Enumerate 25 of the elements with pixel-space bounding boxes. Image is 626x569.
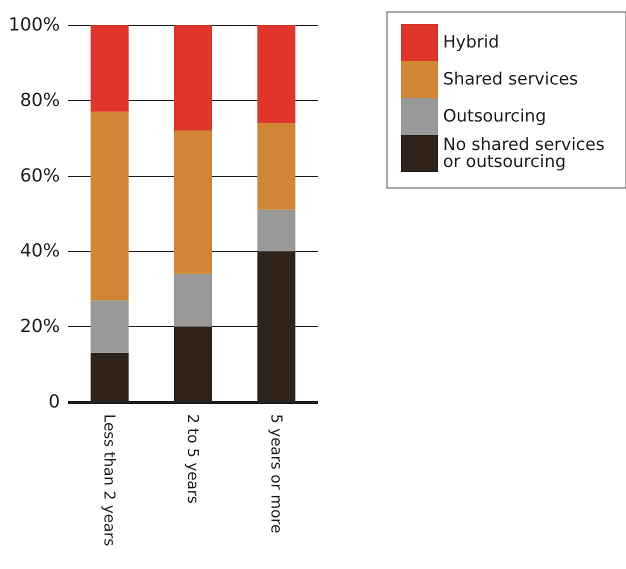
legend-label: Outsourcing <box>443 106 546 126</box>
y-tick-label: 100% <box>8 14 60 36</box>
y-tick-label: 60% <box>20 165 60 186</box>
y-tick-label: 80% <box>20 90 60 111</box>
bar <box>257 123 296 210</box>
bar <box>257 251 296 402</box>
legend-label: Hybrid <box>443 32 500 52</box>
legend-label: Shared services <box>443 70 578 90</box>
y-tick-label: 40% <box>20 240 60 262</box>
bar <box>257 25 296 124</box>
x-tick-label: 5 years or more <box>267 414 286 534</box>
bar <box>257 210 296 252</box>
bar <box>90 112 129 300</box>
bar <box>174 274 212 327</box>
bar <box>174 25 212 131</box>
bar <box>174 130 212 274</box>
bar <box>90 352 129 402</box>
bar <box>90 300 129 353</box>
bar <box>174 326 212 402</box>
x-tick-label: Less than 2 years <box>100 414 119 546</box>
legend-label: No shared services or outsourcing <box>443 135 610 172</box>
y-tick-label: 20% <box>20 316 60 338</box>
bar <box>90 25 129 112</box>
y-tick-label: 0 <box>48 392 60 412</box>
x-tick-label: 2 to 5 years <box>184 414 202 504</box>
